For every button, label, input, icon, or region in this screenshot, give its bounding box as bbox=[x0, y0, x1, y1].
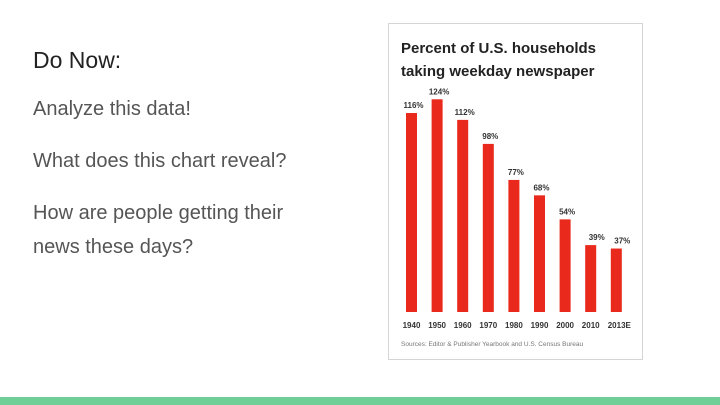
x-tick-1990: 1990 bbox=[531, 321, 549, 330]
value-label-1990: 68% bbox=[533, 183, 549, 192]
slide-title: Do Now: bbox=[33, 47, 122, 73]
x-tick-2013E: 2013E bbox=[608, 321, 632, 330]
prompt-line-analyze: Analyze this data! bbox=[33, 98, 191, 120]
bar-1970 bbox=[482, 143, 494, 312]
x-tick-1940: 1940 bbox=[403, 321, 421, 330]
value-label-1940: 116% bbox=[403, 101, 423, 110]
x-tick-1960: 1960 bbox=[454, 321, 472, 330]
value-label-1960: 112% bbox=[455, 108, 475, 117]
value-label-1980: 77% bbox=[508, 168, 524, 177]
accent-bottom-bar bbox=[0, 397, 720, 405]
bar-1950 bbox=[431, 99, 443, 313]
bar-1980 bbox=[508, 179, 520, 312]
value-label-1950: 124% bbox=[429, 87, 449, 96]
value-label-2000: 54% bbox=[559, 207, 575, 216]
x-tick-2010: 2010 bbox=[582, 321, 600, 330]
bar-2010 bbox=[585, 245, 597, 312]
prompt-line-news: news these days? bbox=[33, 236, 194, 258]
value-label-1970: 98% bbox=[482, 132, 498, 141]
chart-source-note: Sources: Editor & Publisher Yearbook and… bbox=[401, 341, 583, 348]
bar-1960 bbox=[457, 119, 469, 312]
bar-2000 bbox=[559, 219, 571, 312]
value-label-2013E: 37% bbox=[614, 237, 630, 246]
bar-2013E bbox=[610, 248, 622, 312]
newspaper-chart-svg: Percent of U.S. households taking weekda… bbox=[401, 40, 632, 348]
bar-1940 bbox=[406, 113, 417, 312]
chart-title-line-2: taking weekday newspaper bbox=[401, 63, 595, 80]
prompt-line-reveal: What does this chart reveal? bbox=[33, 150, 287, 172]
x-tick-2000: 2000 bbox=[556, 321, 574, 330]
prompt-text-block: Do Now: Analyze this data! What does thi… bbox=[33, 44, 363, 264]
bar-1990 bbox=[534, 195, 545, 312]
newspaper-chart: Percent of U.S. households taking weekda… bbox=[388, 23, 643, 360]
prompt-line-how: How are people getting their bbox=[33, 202, 284, 224]
chart-title-line-1: Percent of U.S. households bbox=[401, 40, 596, 57]
x-tick-1970: 1970 bbox=[479, 321, 497, 330]
value-label-2010: 39% bbox=[589, 233, 605, 242]
x-tick-1950: 1950 bbox=[428, 321, 446, 330]
x-tick-1980: 1980 bbox=[505, 321, 523, 330]
